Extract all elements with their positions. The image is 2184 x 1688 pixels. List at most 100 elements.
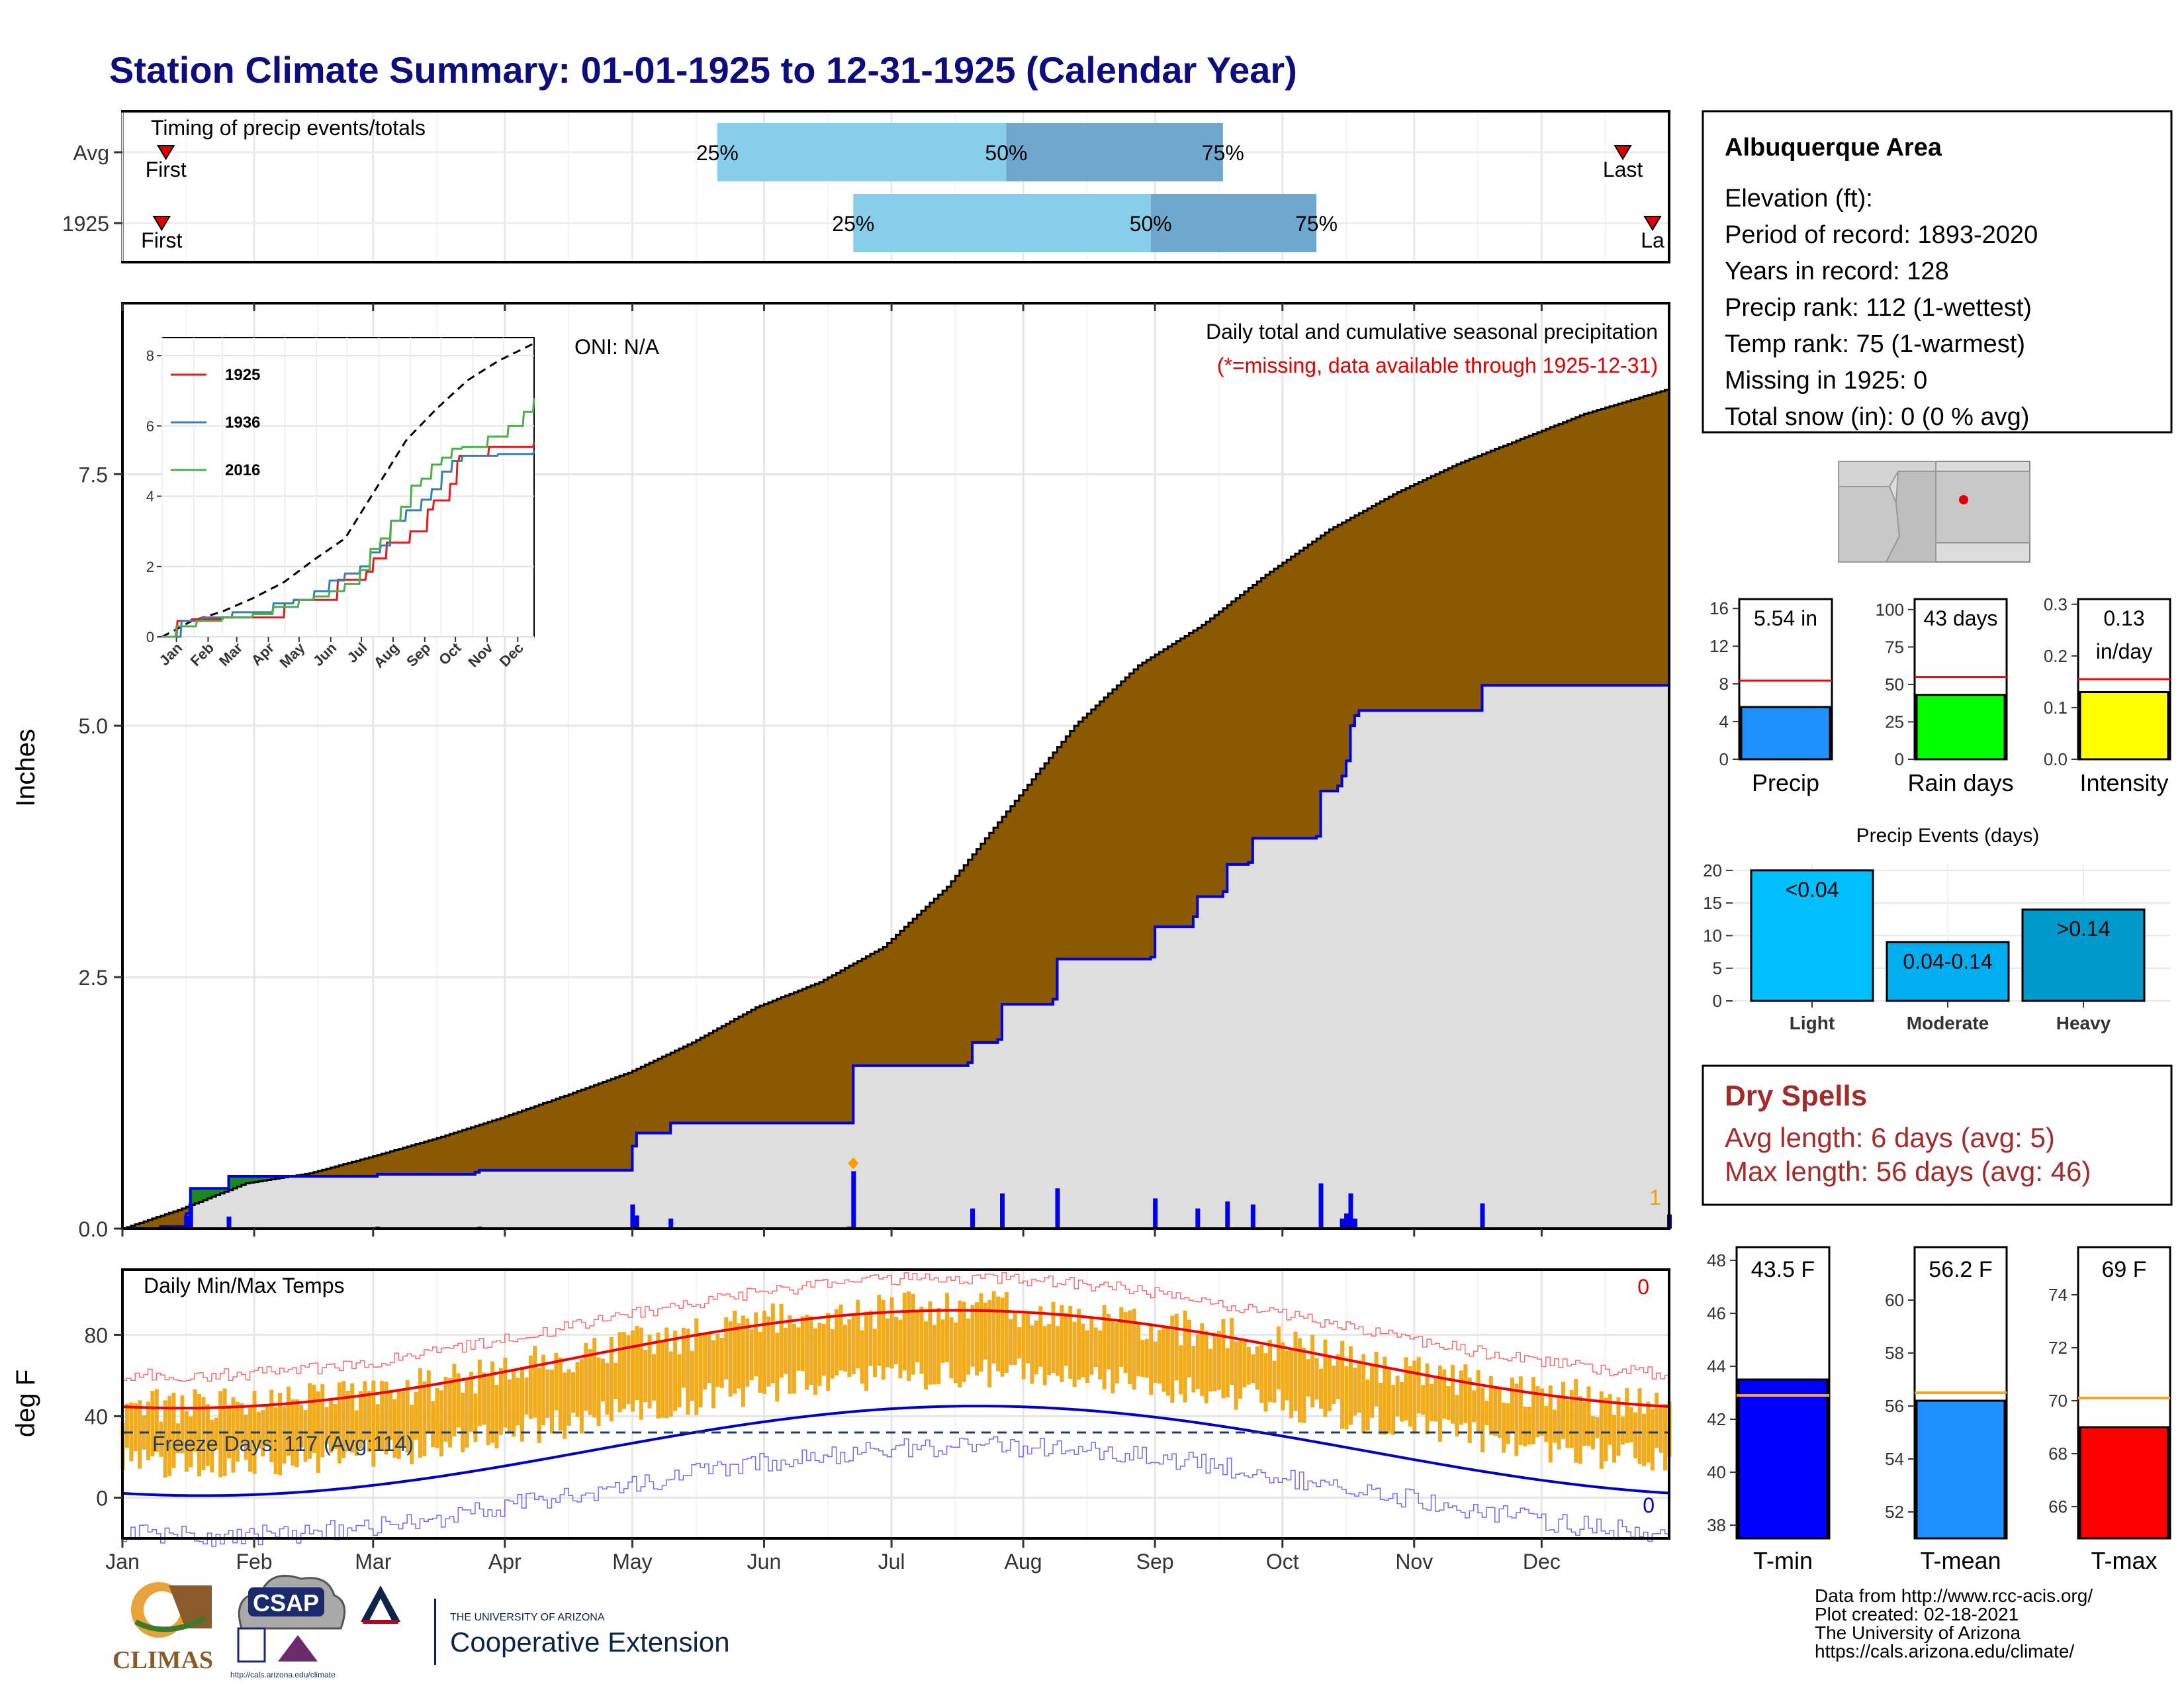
daily-temp-bar bbox=[673, 1331, 678, 1411]
oni-label: ONI: N/A bbox=[574, 335, 660, 359]
daily-temp-bar bbox=[979, 1293, 983, 1372]
daily-temp-bar bbox=[1637, 1388, 1642, 1464]
record-low-line bbox=[122, 1436, 1670, 1547]
daily-temp-bar bbox=[533, 1346, 537, 1418]
daily-temp-bar bbox=[1412, 1360, 1417, 1434]
events-ytick-label: 10 bbox=[1703, 925, 1722, 945]
daily-temp-bar bbox=[1467, 1377, 1472, 1444]
temp-ytick-label: 40 bbox=[1707, 1462, 1726, 1482]
events-category-label: Light bbox=[1790, 1013, 1835, 1033]
csap-logo: CSAP http://cals.arizona.edu/climate bbox=[230, 1575, 346, 1679]
daily-temp-bar bbox=[1026, 1313, 1030, 1364]
summary-ytick-label: 0.3 bbox=[2044, 594, 2068, 614]
summary-value-unit: in/day bbox=[2096, 639, 2152, 663]
daily-temp-bar bbox=[1289, 1348, 1294, 1419]
daily-temp-bar bbox=[724, 1317, 729, 1380]
daily-temp-bar bbox=[1578, 1396, 1582, 1464]
daily-temp-bar bbox=[949, 1317, 954, 1379]
count-cold: 0 bbox=[1643, 1493, 1655, 1517]
daily-temp-bar bbox=[528, 1355, 533, 1419]
temp-axis-label: T-max bbox=[2091, 1547, 2157, 1574]
daily-temp-bar bbox=[1535, 1385, 1540, 1438]
climas-text: CLIMAS bbox=[113, 1646, 213, 1674]
month-label: Dec bbox=[1523, 1550, 1561, 1573]
daily-temp-bar bbox=[159, 1421, 163, 1457]
daily-temp-bar bbox=[1506, 1403, 1510, 1444]
daily-temp-bar bbox=[175, 1423, 180, 1454]
daily-temp-bar bbox=[958, 1300, 962, 1388]
daily-temp-bar bbox=[703, 1335, 707, 1390]
dry-spells-frame bbox=[1702, 1064, 2173, 1206]
temps-panel: 0 40 80 deg F Daily Min/Max Temps Freeze D… bbox=[11, 1268, 1672, 1547]
daily-temp-bar bbox=[902, 1292, 907, 1371]
daily-temp-bar bbox=[784, 1327, 788, 1374]
daily-temp-bar bbox=[962, 1301, 966, 1382]
last-marker-icon bbox=[1614, 145, 1632, 160]
daily-temp-bar bbox=[1140, 1340, 1145, 1377]
daily-temp-bar bbox=[617, 1332, 622, 1413]
daily-temp-bar bbox=[1408, 1366, 1412, 1427]
daily-temp-bar bbox=[435, 1387, 439, 1448]
daily-temp-bar bbox=[809, 1316, 813, 1385]
csap-mountain-icon bbox=[278, 1635, 318, 1662]
station-lines: Elevation (ft): Period of record: 1893-20… bbox=[1725, 185, 2038, 431]
daily-temp-bar bbox=[690, 1350, 694, 1401]
summary-value-label: 5.54 in bbox=[1754, 606, 1817, 630]
first-marker-icon bbox=[152, 216, 171, 231]
timing-q75-label: 75% bbox=[1202, 141, 1244, 165]
daily-precip-bar bbox=[668, 1218, 674, 1229]
daily-temp-bar bbox=[1238, 1340, 1243, 1399]
daily-temp-bar bbox=[770, 1303, 775, 1383]
daily-temp-bar bbox=[1170, 1315, 1175, 1403]
daily-temp-bar bbox=[171, 1392, 176, 1468]
daily-temp-bar bbox=[592, 1338, 597, 1418]
daily-temp-bar bbox=[1327, 1355, 1332, 1412]
daily-temp-bar bbox=[1225, 1348, 1230, 1397]
daily-temp-bar bbox=[1599, 1391, 1604, 1469]
daily-temp-bar bbox=[1488, 1376, 1493, 1435]
daily-temp-bar bbox=[490, 1361, 495, 1443]
map-arizona bbox=[1838, 486, 1901, 563]
daily-temp-bar bbox=[350, 1383, 355, 1453]
daily-temp-bar bbox=[766, 1316, 771, 1387]
page-title: Station Climate Summary: 01-01-1925 to 1… bbox=[109, 49, 1297, 91]
daily-temp-bar bbox=[1259, 1345, 1264, 1403]
daily-temp-bar bbox=[835, 1309, 839, 1376]
daily-temp-bar bbox=[596, 1357, 601, 1427]
daily-temp-bar bbox=[1021, 1310, 1026, 1380]
daily-temp-bar bbox=[800, 1316, 805, 1372]
station-info-line: Total snow (in): 0 (0 % avg) bbox=[1725, 403, 2029, 431]
inset-legend-label: 1925 bbox=[225, 366, 260, 384]
daily-temp-bar bbox=[469, 1372, 473, 1432]
temps-frame bbox=[121, 1268, 1670, 1540]
ua-small-text: THE UNIVERSITY OF ARIZONA bbox=[450, 1612, 605, 1623]
temp-ytick-label: 70 bbox=[2048, 1391, 2068, 1411]
daily-temp-bar bbox=[1595, 1417, 1600, 1438]
daily-temp-bar bbox=[456, 1373, 461, 1428]
daily-temp-bar bbox=[269, 1389, 274, 1462]
temp-ytick-label: 48 bbox=[1707, 1250, 1726, 1270]
summary-ytick-label: 50 bbox=[1885, 675, 1904, 694]
daily-temp-bar bbox=[749, 1329, 754, 1381]
daily-temp-bar bbox=[503, 1357, 508, 1428]
summary-axis-label: Rain days bbox=[1907, 769, 2013, 796]
events-bar-label: 0.04-0.14 bbox=[1903, 949, 1992, 973]
daily-temp-bar bbox=[401, 1391, 406, 1446]
daily-precip-bar bbox=[1348, 1193, 1353, 1229]
ua-logo: THE UNIVERSITY OF ARIZONA Cooperative Ex… bbox=[361, 1585, 730, 1665]
daily-temp-bar bbox=[1497, 1386, 1502, 1438]
daily-temp-bar bbox=[877, 1295, 882, 1366]
daily-temp-bar bbox=[1523, 1406, 1527, 1447]
precip-ylabel: Inches bbox=[11, 729, 40, 807]
daily-temp-bar bbox=[337, 1382, 341, 1464]
daily-temp-bar bbox=[1663, 1404, 1668, 1471]
daily-temp-bar bbox=[1310, 1335, 1315, 1408]
inset-ytick-label: 8 bbox=[146, 348, 154, 364]
last-marker-icon bbox=[1643, 216, 1662, 231]
daily-temp-bar bbox=[579, 1359, 584, 1434]
daily-temp-bar bbox=[1336, 1354, 1340, 1399]
daily-temp-bar bbox=[915, 1311, 920, 1363]
daily-temp-bar bbox=[1093, 1327, 1098, 1368]
first-marker-icon bbox=[156, 145, 175, 160]
daily-temp-bar bbox=[549, 1370, 554, 1434]
